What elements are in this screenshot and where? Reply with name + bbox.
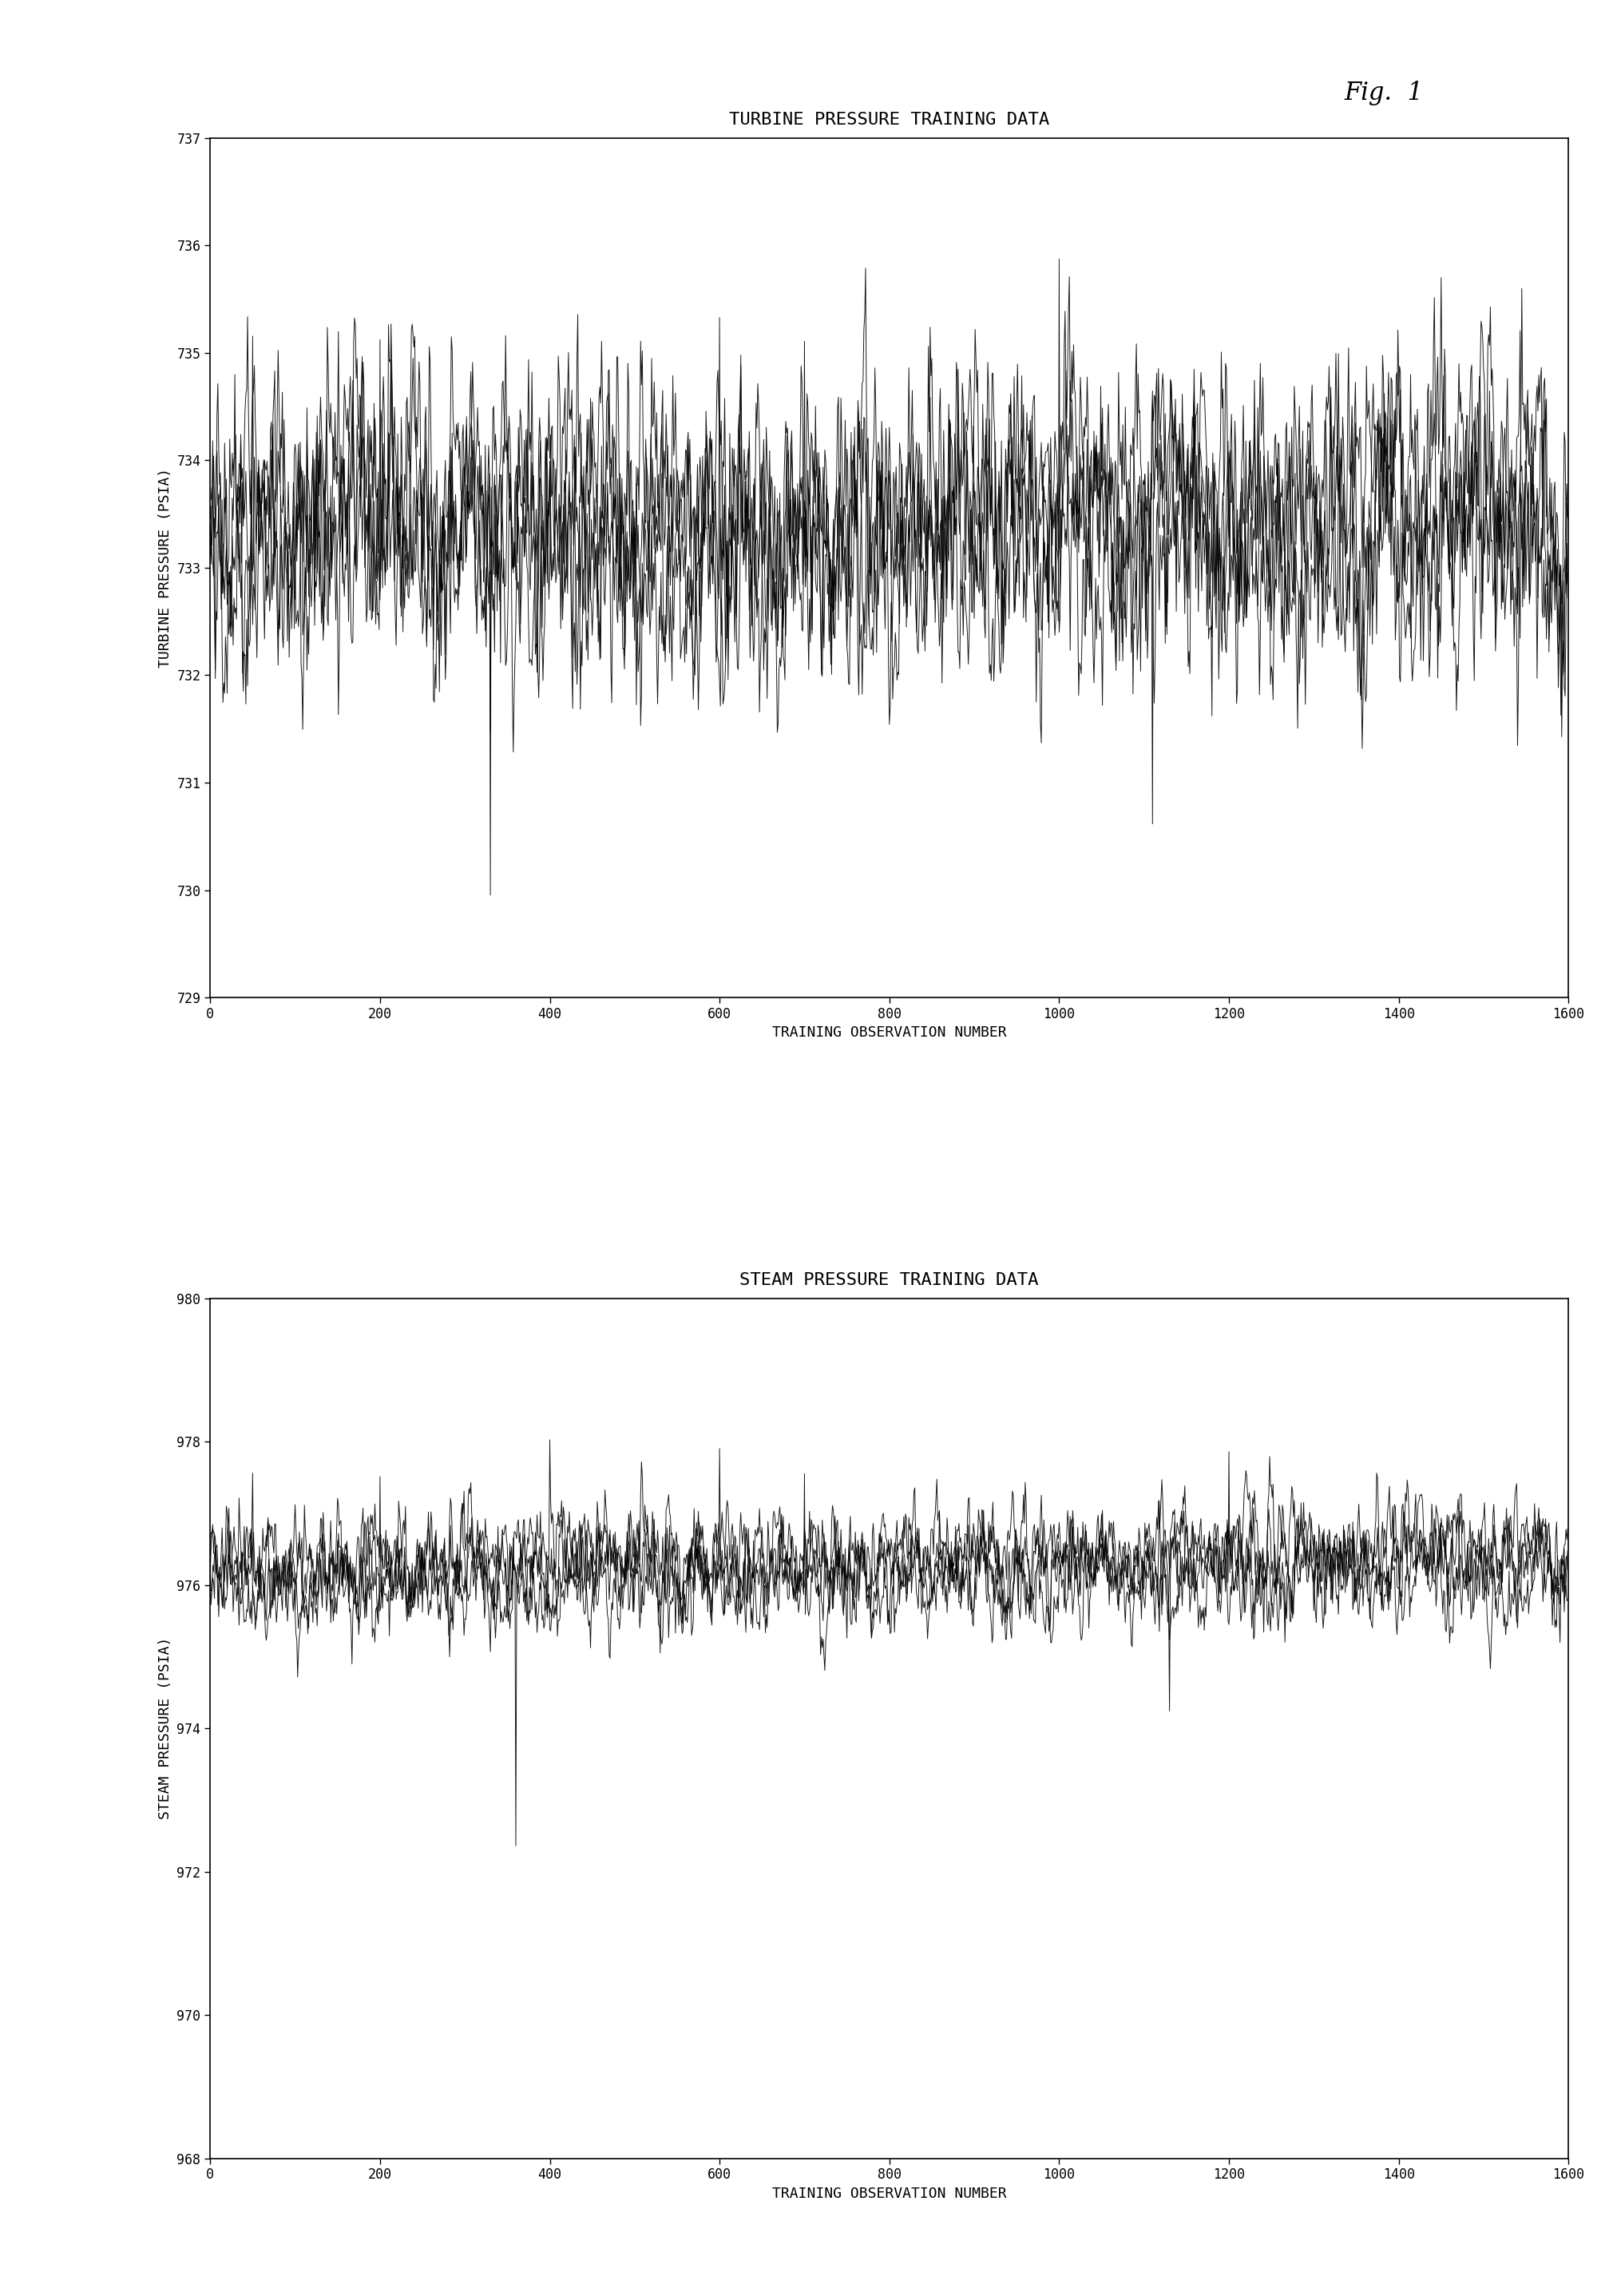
Y-axis label: STEAM PRESSURE (PSIA): STEAM PRESSURE (PSIA)	[158, 1637, 173, 1818]
Title: STEAM PRESSURE TRAINING DATA: STEAM PRESSURE TRAINING DATA	[741, 1272, 1038, 1288]
X-axis label: TRAINING OBSERVATION NUMBER: TRAINING OBSERVATION NUMBER	[773, 1026, 1006, 1040]
Title: TURBINE PRESSURE TRAINING DATA: TURBINE PRESSURE TRAINING DATA	[729, 113, 1049, 129]
Text: Fig.  1: Fig. 1	[1344, 80, 1423, 106]
X-axis label: TRAINING OBSERVATION NUMBER: TRAINING OBSERVATION NUMBER	[773, 2186, 1006, 2202]
Y-axis label: TURBINE PRESSURE (PSIA): TURBINE PRESSURE (PSIA)	[158, 468, 173, 668]
